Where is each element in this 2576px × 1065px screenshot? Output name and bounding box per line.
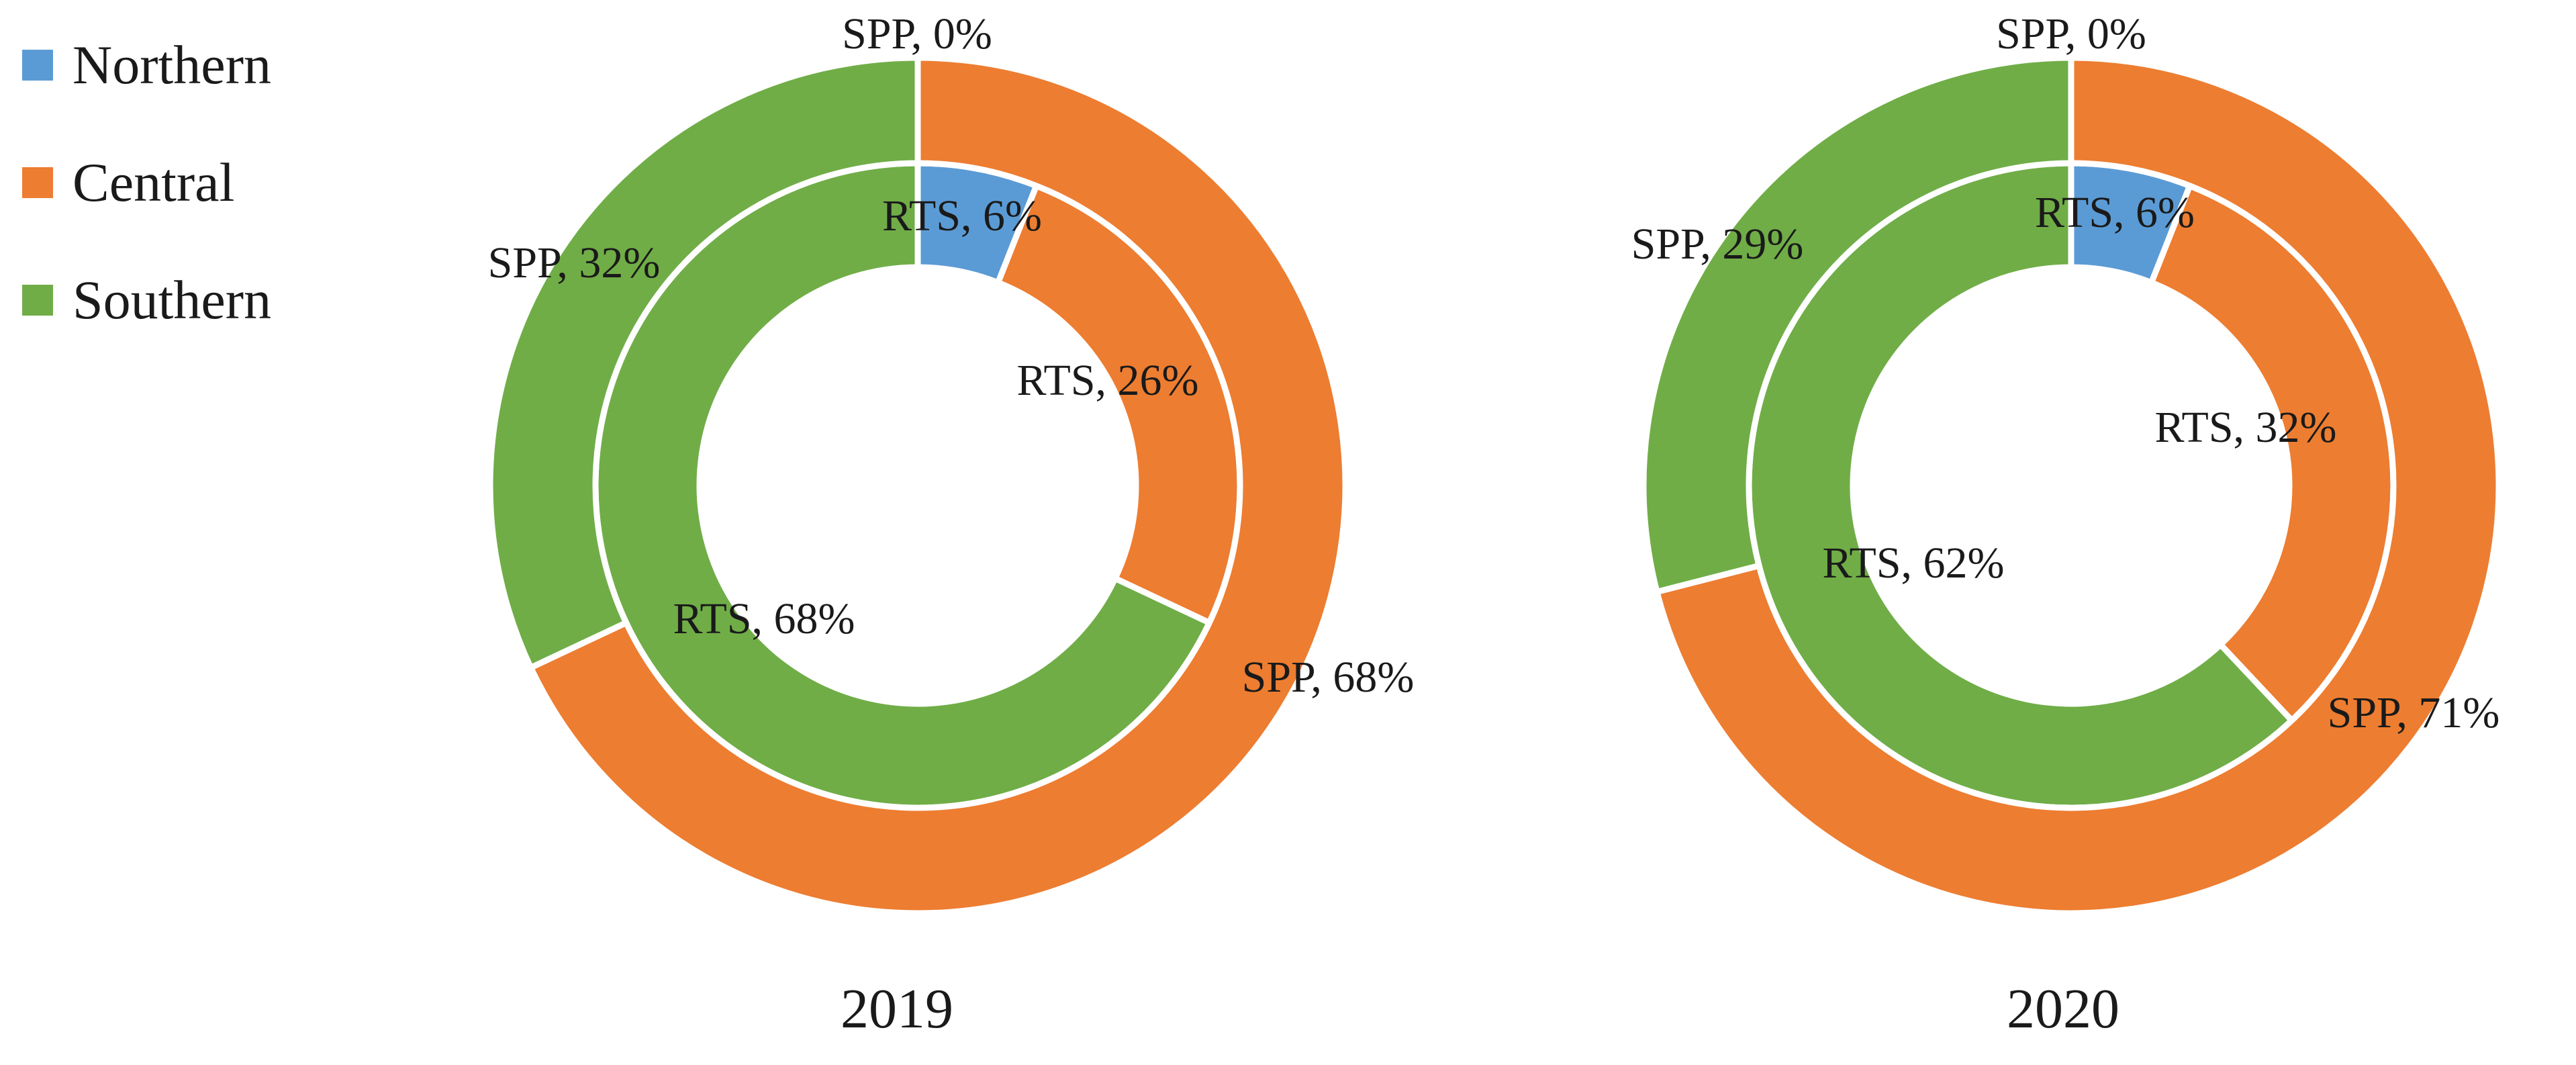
data-label-2019-spp-northern: SPP, 0% (842, 9, 992, 58)
slice-2019-spp-central (526, 54, 1349, 917)
legend-swatch-central (22, 167, 53, 198)
donut-chart-2020: RTS, 6% RTS, 32% RTS, 62% SPP, 0% SPP, 71% SP… (1631, 9, 2502, 1040)
data-label-2019-rts-southern: RTS, 68% (673, 594, 855, 643)
legend-label-southern: Southern (73, 269, 271, 330)
data-label-2019-spp-central: SPP, 68% (1242, 653, 1415, 702)
chart-title-2019: 2019 (841, 978, 953, 1040)
data-label-2019-spp-southern: SPP, 32% (488, 238, 661, 287)
chart-title-2020: 2020 (2007, 978, 2119, 1040)
data-label-2020-rts-southern: RTS, 62% (1822, 539, 2004, 588)
legend: Northern Central Southern (22, 34, 271, 330)
data-label-2020-rts-central: RTS, 32% (2154, 403, 2336, 452)
data-label-2019-rts-central: RTS, 26% (1016, 356, 1198, 405)
legend-label-central: Central (73, 152, 234, 213)
slice-2019-spp-southern (487, 54, 921, 672)
donut-chart-2019: RTS, 6% RTS, 26% RTS, 68% SPP, 0% SPP, 68% SP… (487, 9, 1415, 1040)
data-label-2020-spp-central: SPP, 71% (2328, 688, 2500, 737)
slice-2020-spp-central (1653, 54, 2502, 917)
data-label-2020-spp-southern: SPP, 29% (1631, 220, 1804, 269)
data-label-2019-rts-northern: RTS, 6% (882, 191, 1042, 240)
data-label-2020-spp-northern: SPP, 0% (1996, 9, 2146, 58)
slice-2020-spp-southern (1640, 54, 2074, 596)
legend-swatch-northern (22, 50, 53, 81)
legend-swatch-southern (22, 285, 53, 316)
data-label-2020-rts-northern: RTS, 6% (2035, 188, 2195, 237)
legend-label-northern: Northern (73, 34, 271, 95)
